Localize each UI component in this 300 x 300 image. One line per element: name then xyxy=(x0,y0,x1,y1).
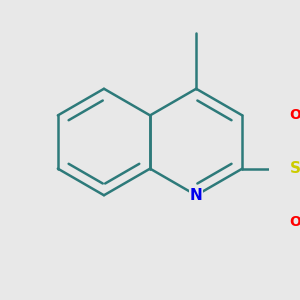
Text: O: O xyxy=(290,108,300,122)
Text: S: S xyxy=(290,161,300,176)
Text: N: N xyxy=(190,188,203,203)
Text: O: O xyxy=(290,215,300,229)
